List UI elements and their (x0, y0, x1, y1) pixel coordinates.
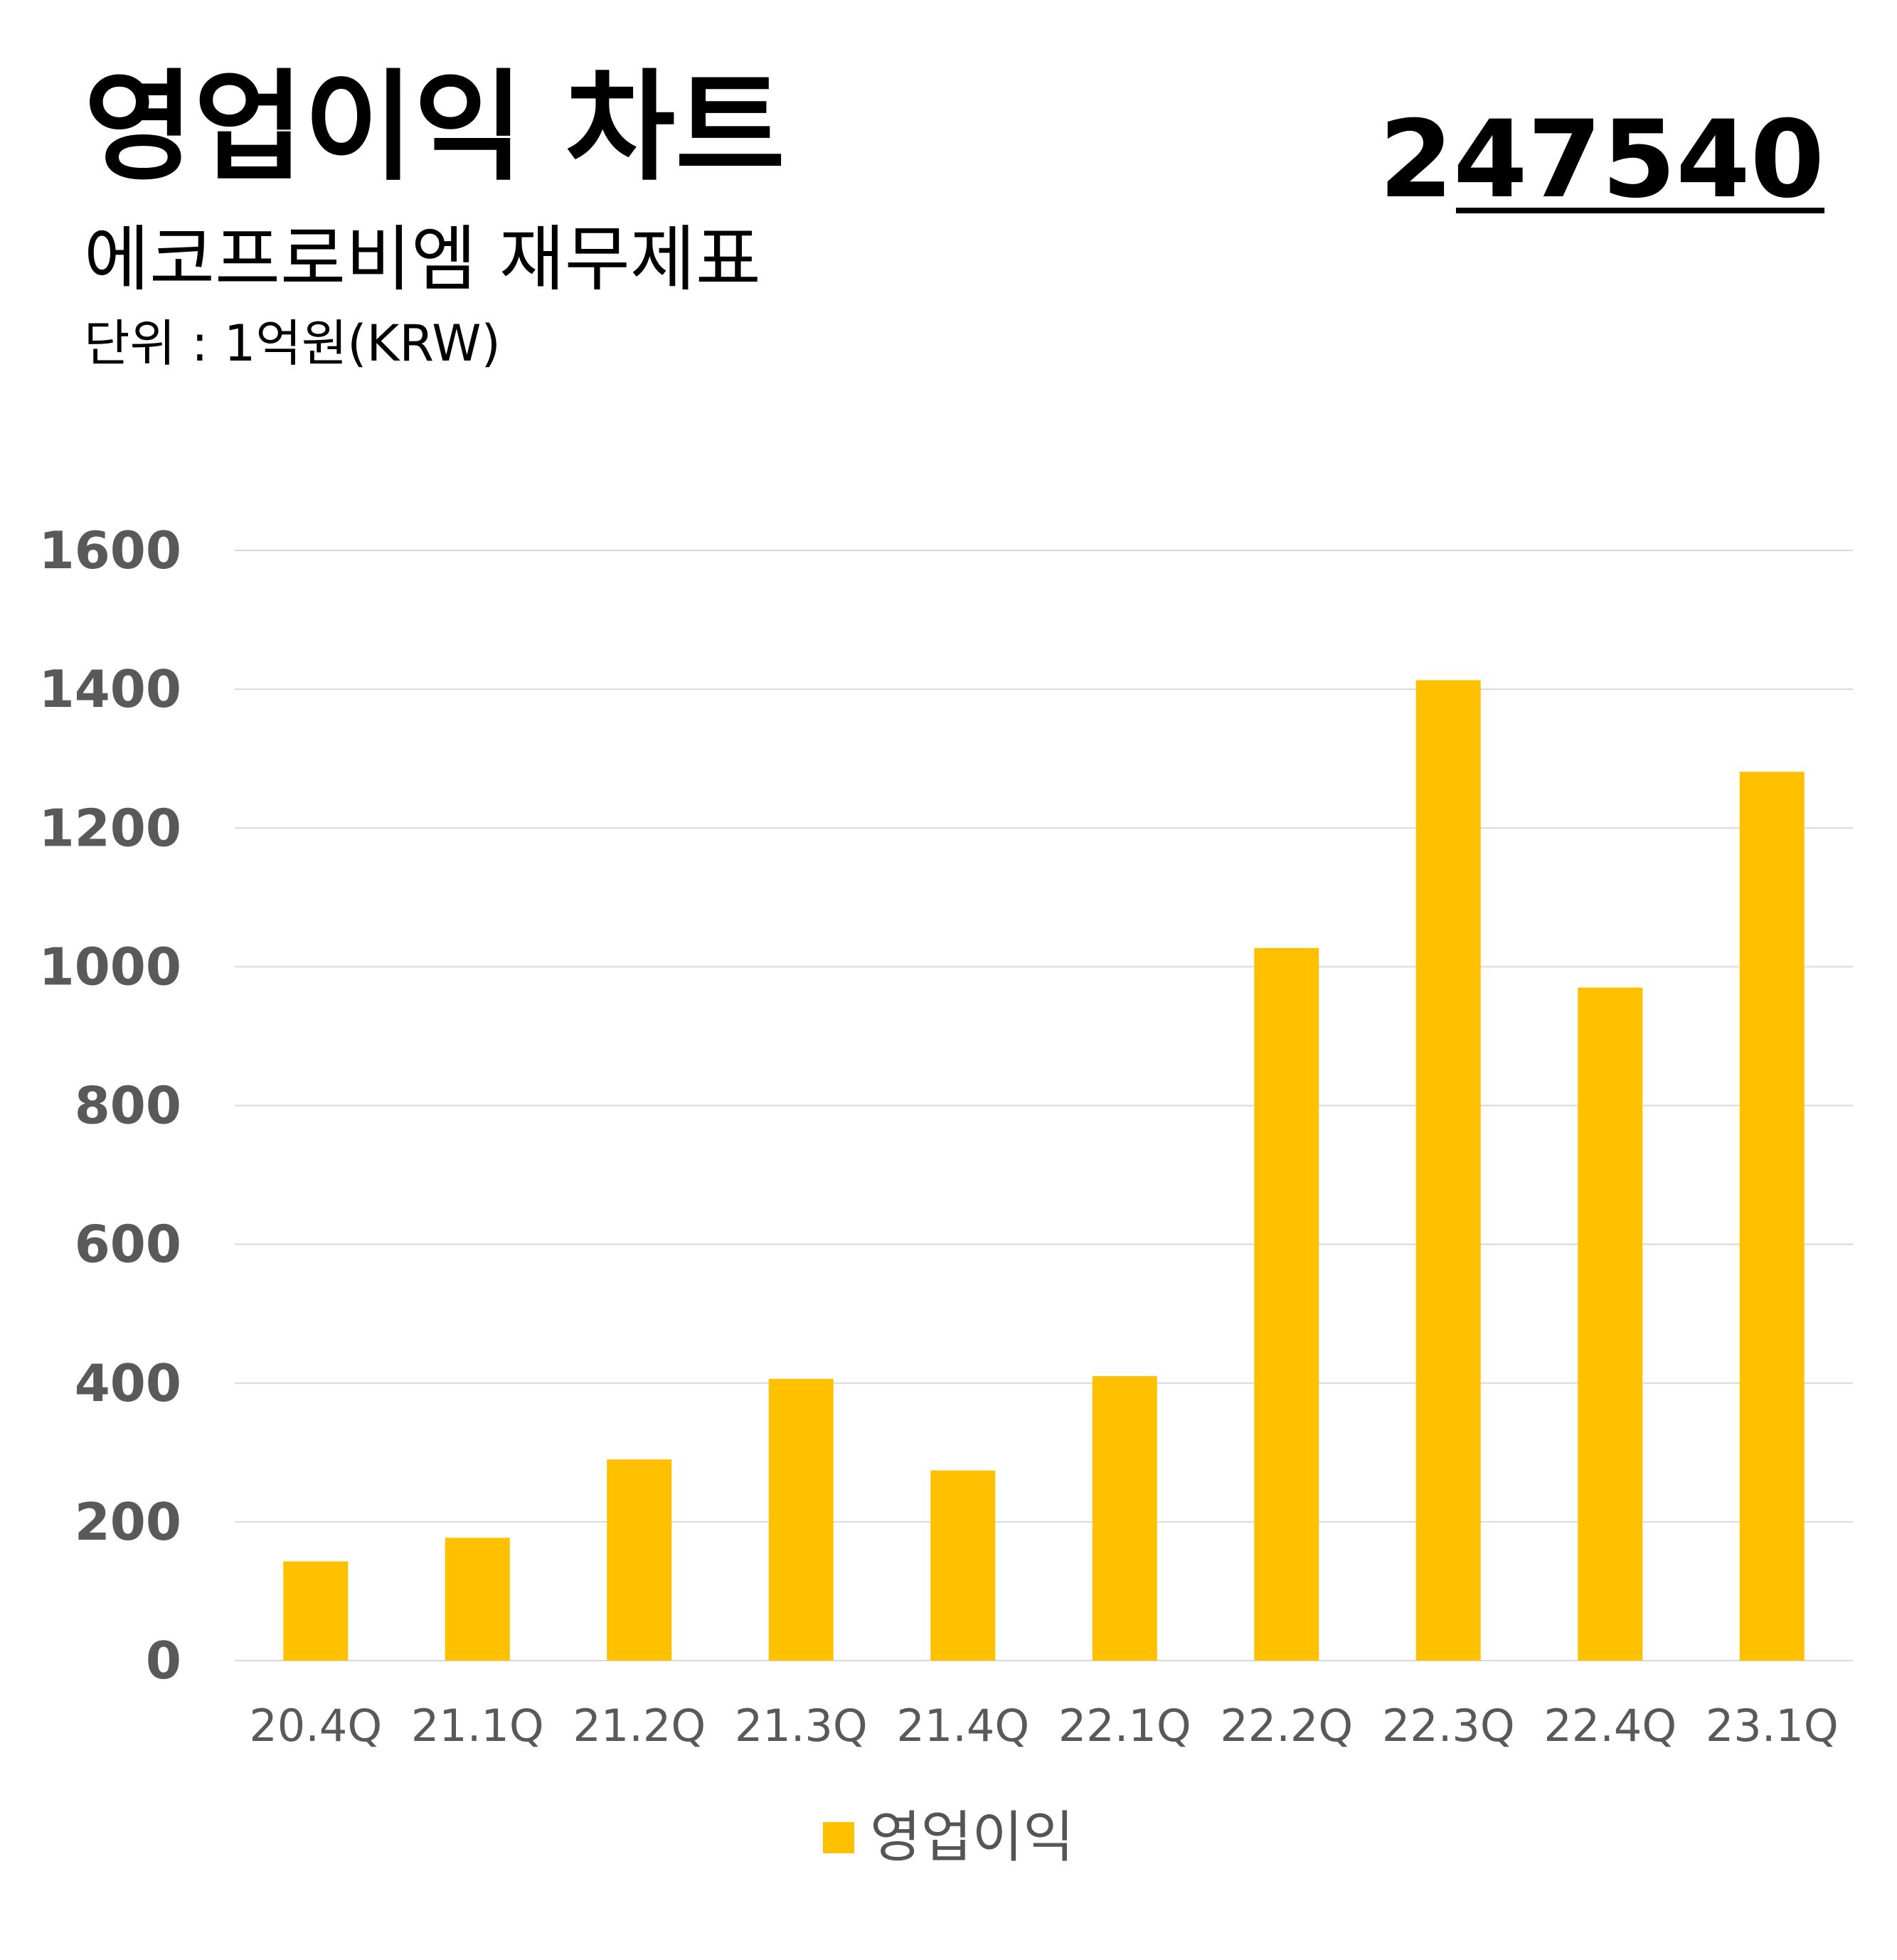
y-tick-label: 1000 (39, 937, 181, 996)
y-tick-label: 800 (75, 1076, 181, 1136)
bar (930, 1470, 996, 1661)
bar-chart: 0 200 400 600 800 1000 1200 1400 1600 20.4Q 21.1Q 2… (39, 521, 1853, 1752)
unit-label: 단위 : 1억원(KRW) (84, 314, 501, 373)
chart-subtitle: 에코프로비엠 재무제표 (84, 218, 761, 301)
chart-title: 영업이익 차트 (84, 58, 785, 197)
x-tick-label: 20.4Q (249, 1700, 382, 1752)
legend: 영업이익 (0, 1810, 1897, 1865)
x-tick-label: 22.1Q (1058, 1700, 1191, 1752)
bar (768, 1378, 834, 1661)
x-tick-label: 22.4Q (1543, 1700, 1677, 1752)
y-tick-label: 0 (146, 1631, 181, 1690)
bar (607, 1459, 672, 1661)
x-tick-label: 22.2Q (1220, 1700, 1353, 1752)
y-tick-label: 1400 (39, 659, 181, 719)
y-tick-label: 1200 (39, 798, 181, 858)
bar (283, 1561, 349, 1661)
bar (1739, 772, 1805, 1661)
legend-swatch (822, 1822, 854, 1853)
bar (1415, 680, 1481, 1661)
bar (1092, 1375, 1157, 1661)
x-tick-label: 22.3Q (1382, 1700, 1515, 1752)
x-tick-label: 21.3Q (735, 1700, 868, 1752)
legend-label: 영업이익 (869, 1806, 1075, 1870)
bar (445, 1538, 510, 1661)
y-tick-label: 600 (75, 1215, 181, 1274)
stock-code: 247540 (1378, 98, 1824, 222)
x-tick-label: 21.1Q (411, 1700, 544, 1752)
bar (1578, 987, 1643, 1661)
x-tick-label: 23.1Q (1706, 1700, 1839, 1752)
x-tick-label: 21.2Q (573, 1700, 706, 1752)
y-tick-label: 400 (75, 1353, 181, 1413)
x-tick-label: 21.4Q (896, 1700, 1029, 1752)
stock-code-underline (1456, 208, 1824, 213)
y-tick-label: 1600 (39, 521, 181, 580)
y-tick-label: 200 (75, 1492, 181, 1552)
bar (1254, 948, 1319, 1661)
